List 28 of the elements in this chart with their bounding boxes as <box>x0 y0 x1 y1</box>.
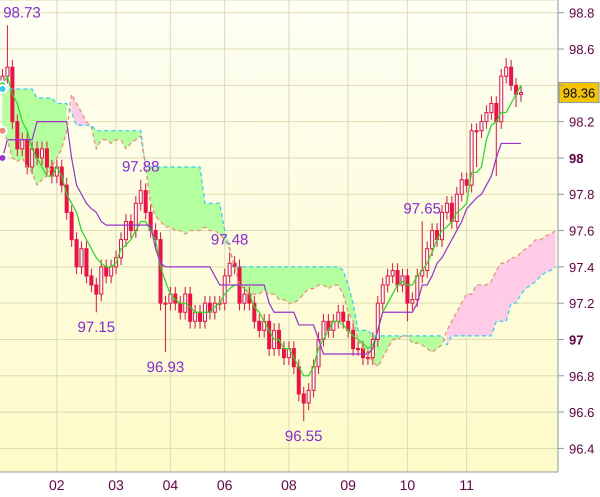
y-tick-label: 98.2 <box>569 114 594 130</box>
annotation: 97.65 <box>403 200 441 218</box>
annotation: 98.73 <box>3 4 41 22</box>
y-tick-label: 97.8 <box>569 187 594 202</box>
y-tick-label: 97.2 <box>569 296 594 312</box>
y-tick-label: 98.6 <box>569 42 594 58</box>
x-tick-label: 06 <box>216 476 233 493</box>
x-tick-label: 04 <box>162 476 178 493</box>
x-tick-label: 03 <box>108 476 124 493</box>
y-tick-label: 96.6 <box>569 405 594 420</box>
x-tick-label: 02 <box>49 476 65 493</box>
text: 98.36 <box>562 86 596 101</box>
y-tick-label: 96.4 <box>569 441 594 456</box>
x-tick-label: 08 <box>281 476 297 493</box>
y-tick-label: 96.8 <box>569 368 594 384</box>
annotation: 97.15 <box>78 319 116 336</box>
annotation: 97.88 <box>122 158 160 176</box>
x-tick-label: 09 <box>340 476 356 493</box>
annotation: 96.55 <box>284 428 322 446</box>
annotation: 97.48 <box>210 231 248 248</box>
y-tick-label: 97.6 <box>569 224 594 239</box>
x-tick-label: 10 <box>400 476 416 493</box>
y-tick-label: 98 <box>569 150 584 166</box>
y-tick-label: 98.8 <box>569 6 594 21</box>
annotation: 96.93 <box>146 359 184 376</box>
y-tick-label: 97.4 <box>569 260 594 275</box>
y-tick-label: 97 <box>569 332 584 348</box>
x-tick-label: 11 <box>459 476 474 493</box>
